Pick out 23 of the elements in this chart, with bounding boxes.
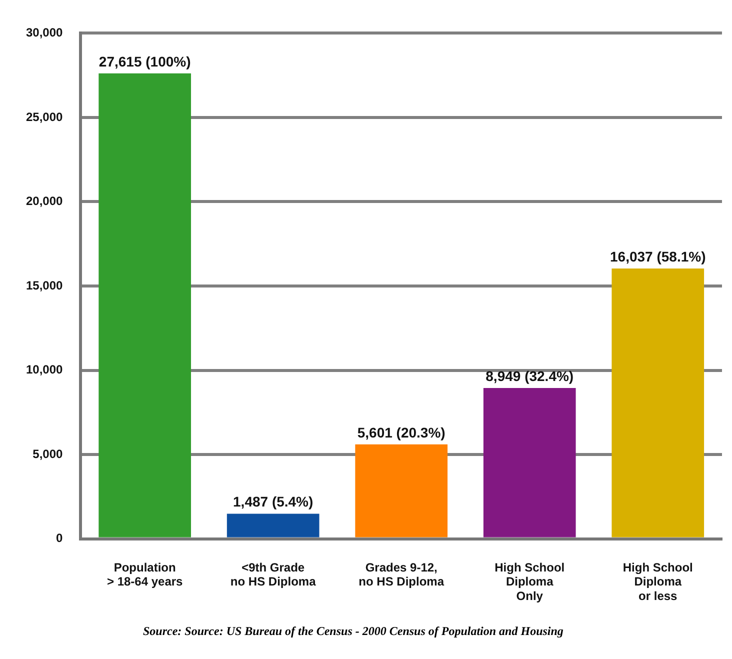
data-label: 16,037 (58.1%) [610,248,706,264]
bar [226,514,320,538]
data-label: 27,615 (100%) [98,53,191,70]
data-label: 5,601 (20.3%) [357,424,446,440]
bar [98,73,192,538]
source-note: Source: Source: US Bureau of the Census - 2000 Census of Population and Housing [143,624,564,639]
bar [483,388,576,538]
y-tick-label: 25,000 [26,110,64,124]
bar [355,444,448,538]
x-tick-label: High School Diploma or less [622,560,693,604]
y-tick-label: 10,000 [26,362,64,377]
x-tick-label: High School Diploma Only [494,560,565,604]
data-label: 1,487 (5.4%) [233,494,314,510]
y-tick-label: 0 [56,531,64,546]
x-tick-label: <9th Grade no HS Diploma [230,560,316,589]
data-label: 8,949 (32.4%) [486,368,574,384]
x-tick-label: Population > 18-64 years [106,560,184,589]
y-tick-label: 30,000 [26,26,64,40]
bar [612,268,704,538]
y-tick-label: 15,000 [26,278,64,292]
y-tick-label: 20,000 [26,194,64,208]
y-tick-label: 5,000 [32,446,64,461]
x-tick-label: Grades 9-12, no HS Diploma [358,560,444,589]
